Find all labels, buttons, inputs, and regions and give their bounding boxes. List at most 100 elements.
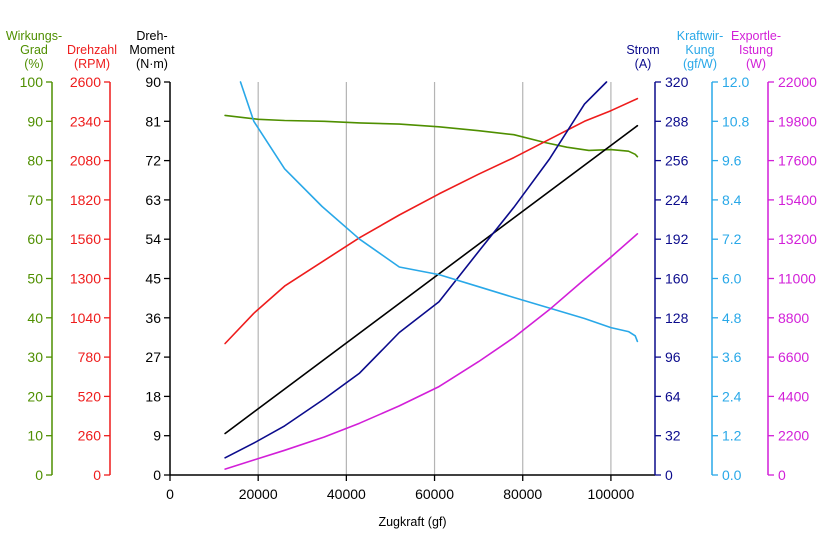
y-tick-label-power: 8800 bbox=[778, 310, 809, 326]
y-axis-title-kw: (gf/W) bbox=[683, 57, 717, 71]
y-tick-label-kw: 10.8 bbox=[722, 113, 749, 129]
y-tick-label-power: 15400 bbox=[778, 192, 817, 208]
y-tick-label-rpm: 1300 bbox=[70, 271, 101, 287]
y-tick-label-torque: 72 bbox=[145, 153, 161, 169]
y-tick-label-torque: 54 bbox=[145, 231, 161, 247]
y-axis-title-power: Istung bbox=[739, 43, 773, 57]
y-tick-label-current: 256 bbox=[665, 153, 689, 169]
y-tick-label-rpm: 1040 bbox=[70, 310, 101, 326]
y-tick-label-eff: 80 bbox=[27, 153, 43, 169]
y-tick-label-rpm: 1820 bbox=[70, 192, 101, 208]
y-tick-label-current: 192 bbox=[665, 231, 689, 247]
y-tick-label-rpm: 2600 bbox=[70, 74, 101, 90]
y-tick-label-power: 6600 bbox=[778, 349, 809, 365]
y-tick-label-kw: 7.2 bbox=[722, 231, 742, 247]
y-tick-label-current: 160 bbox=[665, 271, 689, 287]
y-tick-label-current: 128 bbox=[665, 310, 689, 326]
y-axis-title-current: Strom bbox=[626, 43, 659, 57]
x-tick-label: 100000 bbox=[588, 486, 635, 502]
y-axis-title-power: Exportle- bbox=[731, 29, 781, 43]
y-tick-label-eff: 0 bbox=[35, 467, 43, 483]
y-tick-label-power: 19800 bbox=[778, 113, 817, 129]
y-tick-label-rpm: 780 bbox=[78, 349, 102, 365]
y-axis-title-eff: Wirkungs- bbox=[6, 29, 62, 43]
y-tick-label-torque: 81 bbox=[145, 113, 161, 129]
y-axis-title-kw: Kraftwir- bbox=[677, 29, 724, 43]
y-tick-label-kw: 0.0 bbox=[722, 467, 742, 483]
y-tick-label-power: 22000 bbox=[778, 74, 817, 90]
y-tick-label-power: 17600 bbox=[778, 153, 817, 169]
y-tick-label-current: 32 bbox=[665, 428, 681, 444]
y-tick-label-eff: 50 bbox=[27, 271, 43, 287]
y-tick-label-torque: 0 bbox=[153, 467, 161, 483]
y-tick-label-torque: 27 bbox=[145, 349, 161, 365]
y-tick-label-eff: 10 bbox=[27, 428, 43, 444]
y-tick-label-torque: 63 bbox=[145, 192, 161, 208]
y-tick-label-kw: 2.4 bbox=[722, 388, 742, 404]
y-tick-label-eff: 30 bbox=[27, 349, 43, 365]
y-tick-label-kw: 1.2 bbox=[722, 428, 742, 444]
y-tick-label-torque: 18 bbox=[145, 388, 161, 404]
y-tick-label-rpm: 0 bbox=[93, 467, 101, 483]
y-tick-label-rpm: 2340 bbox=[70, 113, 101, 129]
y-axis-title-rpm: Drehzahl bbox=[67, 43, 117, 57]
y-axis-title-rpm: (RPM) bbox=[74, 57, 110, 71]
y-tick-label-power: 13200 bbox=[778, 231, 817, 247]
y-tick-label-kw: 9.6 bbox=[722, 153, 742, 169]
series-line-torque bbox=[224, 124, 639, 435]
y-tick-label-current: 0 bbox=[665, 467, 673, 483]
y-tick-label-kw: 8.4 bbox=[722, 192, 742, 208]
y-tick-label-rpm: 1560 bbox=[70, 231, 101, 247]
y-tick-label-power: 2200 bbox=[778, 428, 809, 444]
y-axis-title-current: (A) bbox=[635, 57, 652, 71]
y-tick-label-torque: 36 bbox=[145, 310, 161, 326]
y-tick-label-current: 320 bbox=[665, 74, 689, 90]
y-axis-title-eff: Grad bbox=[20, 43, 48, 57]
y-axis-title-kw: Kung bbox=[685, 43, 714, 57]
x-tick-label: 80000 bbox=[503, 486, 542, 502]
x-tick-label: 0 bbox=[166, 486, 174, 502]
y-tick-label-current: 96 bbox=[665, 349, 681, 365]
y-tick-label-torque: 9 bbox=[153, 428, 161, 444]
x-tick-label: 60000 bbox=[415, 486, 454, 502]
series-line-current bbox=[224, 81, 608, 459]
x-tick-label: 20000 bbox=[239, 486, 278, 502]
y-tick-label-current: 224 bbox=[665, 192, 689, 208]
y-tick-label-rpm: 260 bbox=[78, 428, 102, 444]
y-tick-label-eff: 60 bbox=[27, 231, 43, 247]
y-axis-title-torque: (N·m) bbox=[136, 57, 168, 71]
grid-layer bbox=[257, 82, 612, 475]
y-tick-label-eff: 20 bbox=[27, 388, 43, 404]
y-tick-label-eff: 40 bbox=[27, 310, 43, 326]
y-axis-title-eff: (%) bbox=[24, 57, 43, 71]
y-tick-label-torque: 45 bbox=[145, 271, 161, 287]
y-tick-label-kw: 3.6 bbox=[722, 349, 742, 365]
series-line-power bbox=[224, 233, 639, 470]
y-tick-label-eff: 70 bbox=[27, 192, 43, 208]
series-line-eff bbox=[224, 114, 639, 158]
y-tick-label-power: 4400 bbox=[778, 388, 809, 404]
y-tick-label-torque: 90 bbox=[145, 74, 161, 90]
y-tick-label-eff: 90 bbox=[27, 113, 43, 129]
x-axis-title: Zugkraft (gf) bbox=[378, 515, 446, 529]
y-tick-label-kw: 12.0 bbox=[722, 74, 749, 90]
y-tick-label-current: 288 bbox=[665, 113, 689, 129]
y-tick-label-power: 11000 bbox=[778, 271, 816, 287]
series-layer bbox=[224, 81, 639, 470]
series-line-rpm bbox=[224, 97, 639, 345]
y-tick-label-power: 0 bbox=[778, 467, 786, 483]
y-tick-label-kw: 4.8 bbox=[722, 310, 742, 326]
y-axis-title-torque: Dreh- bbox=[136, 29, 167, 43]
series-line-kw bbox=[239, 81, 639, 343]
y-tick-label-current: 64 bbox=[665, 388, 681, 404]
y-tick-label-eff: 100 bbox=[20, 74, 44, 90]
y-tick-label-rpm: 2080 bbox=[70, 153, 101, 169]
y-tick-label-rpm: 520 bbox=[78, 388, 102, 404]
x-tick-label: 40000 bbox=[327, 486, 366, 502]
y-axis-title-power: (W) bbox=[746, 57, 766, 71]
y-tick-label-kw: 6.0 bbox=[722, 271, 742, 287]
y-axis-title-torque: Moment bbox=[129, 43, 175, 57]
